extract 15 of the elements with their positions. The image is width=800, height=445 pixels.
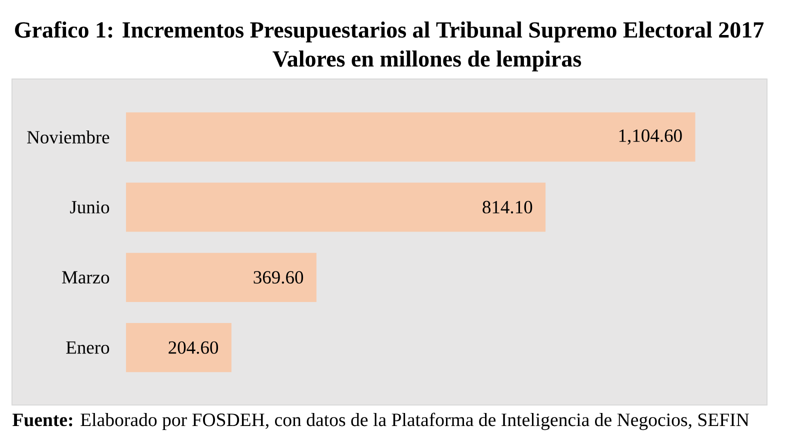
y-tick-label: Marzo: [62, 271, 110, 284]
chart-title: Grafico 1: Incrementos Presupuestarios al Tribunal Supremo Electoral 2017: [15, 21, 764, 42]
bar: [126, 182, 546, 232]
bar: [126, 323, 232, 372]
chart-subtitle: Valores en millones de lempiras: [272, 50, 582, 72]
bar: [126, 112, 696, 162]
bar: [126, 252, 316, 302]
y-tick-label: Junio: [70, 200, 110, 214]
y-tick-label: Noviembre: [27, 130, 110, 144]
data-label: 1,104.60: [619, 129, 682, 145]
y-tick-label: Enero: [66, 341, 110, 354]
data-label: 204.60: [168, 341, 218, 354]
data-label: 814.10: [482, 200, 532, 214]
data-label: 369.60: [254, 271, 304, 284]
text: Fuente: Elaborado por FOSDEH, con datos de la Plataforma de Inteligencia de Negocios, SEFIN: [12, 412, 750, 430]
